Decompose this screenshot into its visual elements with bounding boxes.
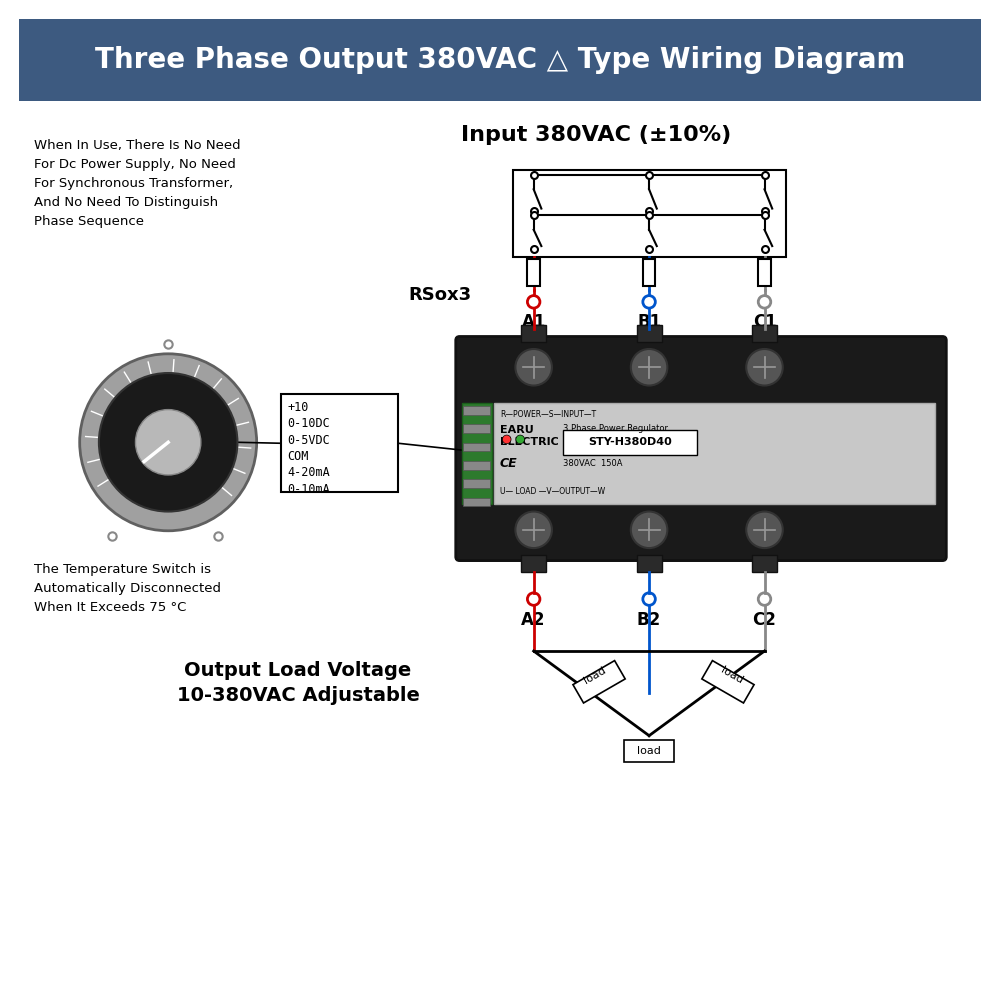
- Circle shape: [758, 296, 771, 308]
- Text: 0-5VDC: 0-5VDC: [287, 434, 330, 447]
- Bar: [513, 170, 786, 257]
- Bar: [643, 259, 655, 286]
- Bar: [752, 325, 777, 342]
- Text: 3 Phase Power Regulator: 3 Phase Power Regulator: [563, 424, 668, 433]
- Bar: [19, 19, 981, 101]
- Bar: [494, 403, 935, 504]
- Bar: [462, 403, 492, 504]
- Bar: [463, 498, 490, 506]
- Text: R—POWER—S—INPUT—T: R—POWER—S—INPUT—T: [500, 410, 596, 419]
- Bar: [563, 430, 697, 455]
- Circle shape: [515, 349, 552, 386]
- Bar: [758, 259, 771, 286]
- Text: B1: B1: [637, 313, 661, 331]
- Text: load: load: [719, 665, 745, 685]
- Circle shape: [643, 296, 655, 308]
- Bar: [637, 325, 662, 342]
- Circle shape: [643, 593, 655, 605]
- Text: CE: CE: [500, 457, 518, 470]
- Text: 0-10mA: 0-10mA: [287, 483, 330, 496]
- Text: 0-10DC: 0-10DC: [287, 417, 330, 430]
- Text: U— LOAD —V—OUTPUT—W: U— LOAD —V—OUTPUT—W: [500, 487, 605, 496]
- Polygon shape: [573, 661, 625, 703]
- Bar: [281, 394, 398, 492]
- Text: STY-H380D40: STY-H380D40: [588, 437, 672, 447]
- Circle shape: [527, 296, 540, 308]
- Bar: [527, 259, 540, 286]
- Text: The Temperature Switch is
Automatically Disconnected
When It Exceeds 75 °C: The Temperature Switch is Automatically …: [34, 563, 221, 614]
- Circle shape: [746, 512, 783, 548]
- Bar: [521, 555, 546, 572]
- Text: B2: B2: [637, 611, 661, 629]
- Text: Three Phase Output 380VAC △ Type Wiring Diagram: Three Phase Output 380VAC △ Type Wiring …: [95, 46, 905, 74]
- Bar: [463, 406, 490, 415]
- Text: A1: A1: [521, 313, 546, 331]
- Bar: [463, 424, 490, 433]
- Text: RSox3: RSox3: [408, 286, 471, 304]
- Circle shape: [80, 354, 257, 531]
- Polygon shape: [702, 661, 754, 703]
- Bar: [752, 555, 777, 572]
- Bar: [463, 479, 490, 488]
- Text: COM: COM: [287, 450, 309, 463]
- Circle shape: [135, 410, 201, 475]
- Text: 380VAC  150A: 380VAC 150A: [563, 459, 622, 468]
- Text: Output Load Voltage
10-380VAC Adjustable: Output Load Voltage 10-380VAC Adjustable: [177, 661, 419, 705]
- Circle shape: [631, 349, 667, 386]
- Bar: [637, 555, 662, 572]
- FancyBboxPatch shape: [456, 336, 946, 561]
- Circle shape: [758, 593, 771, 605]
- Circle shape: [631, 512, 667, 548]
- Text: +10: +10: [287, 401, 309, 414]
- Text: When In Use, There Is No Need
For Dc Power Supply, No Need
For Synchronous Trans: When In Use, There Is No Need For Dc Pow…: [34, 139, 240, 228]
- Circle shape: [99, 373, 237, 512]
- Text: EARU
ELECTRIC: EARU ELECTRIC: [500, 425, 559, 447]
- Bar: [521, 325, 546, 342]
- Bar: [463, 443, 490, 451]
- Circle shape: [527, 593, 540, 605]
- Bar: [463, 461, 490, 470]
- Text: C1: C1: [753, 313, 776, 331]
- Circle shape: [502, 435, 511, 444]
- Text: Input 380VAC (±10%): Input 380VAC (±10%): [461, 125, 731, 145]
- Circle shape: [515, 512, 552, 548]
- Circle shape: [746, 349, 783, 386]
- Text: load: load: [637, 746, 661, 756]
- Text: C2: C2: [753, 611, 776, 629]
- Bar: [624, 740, 674, 762]
- Text: 4-20mA: 4-20mA: [287, 466, 330, 479]
- Circle shape: [516, 435, 525, 444]
- Text: A2: A2: [521, 611, 546, 629]
- Text: load: load: [582, 665, 608, 685]
